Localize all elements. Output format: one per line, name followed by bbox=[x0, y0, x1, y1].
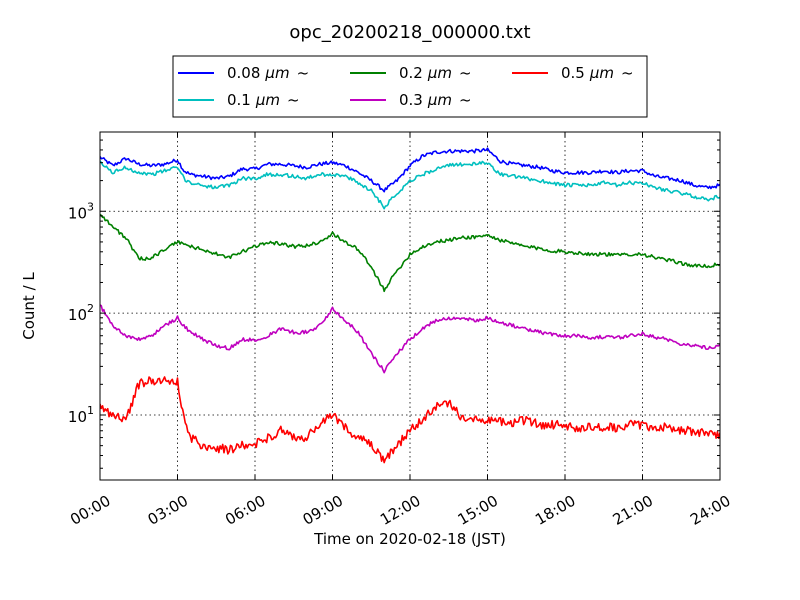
y-tick-label-exponent: 1 bbox=[87, 404, 94, 417]
series-line-2 bbox=[100, 213, 720, 293]
legend-unit: μm bbox=[589, 64, 614, 82]
x-axis-label: Time on 2020-02-18 (JST) bbox=[313, 530, 506, 548]
legend-unit: μm bbox=[255, 91, 280, 109]
legend-label: 0.2 μm ~ bbox=[399, 64, 472, 82]
legend-unit: μm bbox=[427, 91, 452, 109]
legend-label: 0.5 μm ~ bbox=[561, 64, 634, 82]
axis-ticks bbox=[99, 131, 721, 480]
legend-size: 0.1 bbox=[227, 91, 251, 109]
series-line-1 bbox=[100, 160, 720, 210]
y-tick-label-base: 10 bbox=[68, 408, 87, 426]
series-line-3 bbox=[100, 304, 720, 374]
y-tick-label: 101 bbox=[68, 404, 94, 426]
series-line-0 bbox=[100, 147, 720, 193]
y-tick-label: 103 bbox=[68, 200, 94, 222]
legend-size: 0.5 bbox=[561, 64, 585, 82]
plot-series bbox=[100, 147, 720, 464]
legend-unit: μm bbox=[264, 64, 289, 82]
legend-unit: μm bbox=[427, 64, 452, 82]
legend-size: 0.2 bbox=[399, 64, 423, 82]
legend-suffix: ~ bbox=[459, 64, 472, 82]
y-tick-label-exponent: 2 bbox=[87, 302, 94, 315]
legend: 0.08 μm ~0.2 μm ~0.5 μm ~0.1 μm ~0.3 μm ~ bbox=[172, 55, 648, 118]
legend-frame bbox=[172, 55, 648, 118]
legend-label: 0.08 μm ~ bbox=[227, 64, 309, 82]
legend-suffix: ~ bbox=[459, 91, 472, 109]
legend-suffix: ~ bbox=[287, 91, 300, 109]
legend-label: 0.3 μm ~ bbox=[399, 91, 472, 109]
legend-suffix: ~ bbox=[297, 64, 310, 82]
y-tick-label-exponent: 3 bbox=[87, 200, 94, 213]
y-tick-label-base: 10 bbox=[68, 306, 87, 324]
chart-title: opc_20200218_000000.txt bbox=[289, 22, 530, 43]
legend-size: 0.08 bbox=[227, 64, 260, 82]
legend-suffix: ~ bbox=[621, 64, 634, 82]
y-tick-label: 102 bbox=[68, 302, 94, 324]
y-axis-label: Count / L bbox=[20, 272, 38, 340]
series-line-4 bbox=[100, 376, 720, 464]
y-tick-label-base: 10 bbox=[68, 204, 87, 222]
legend-size: 0.3 bbox=[399, 91, 423, 109]
legend-label: 0.1 μm ~ bbox=[227, 91, 300, 109]
